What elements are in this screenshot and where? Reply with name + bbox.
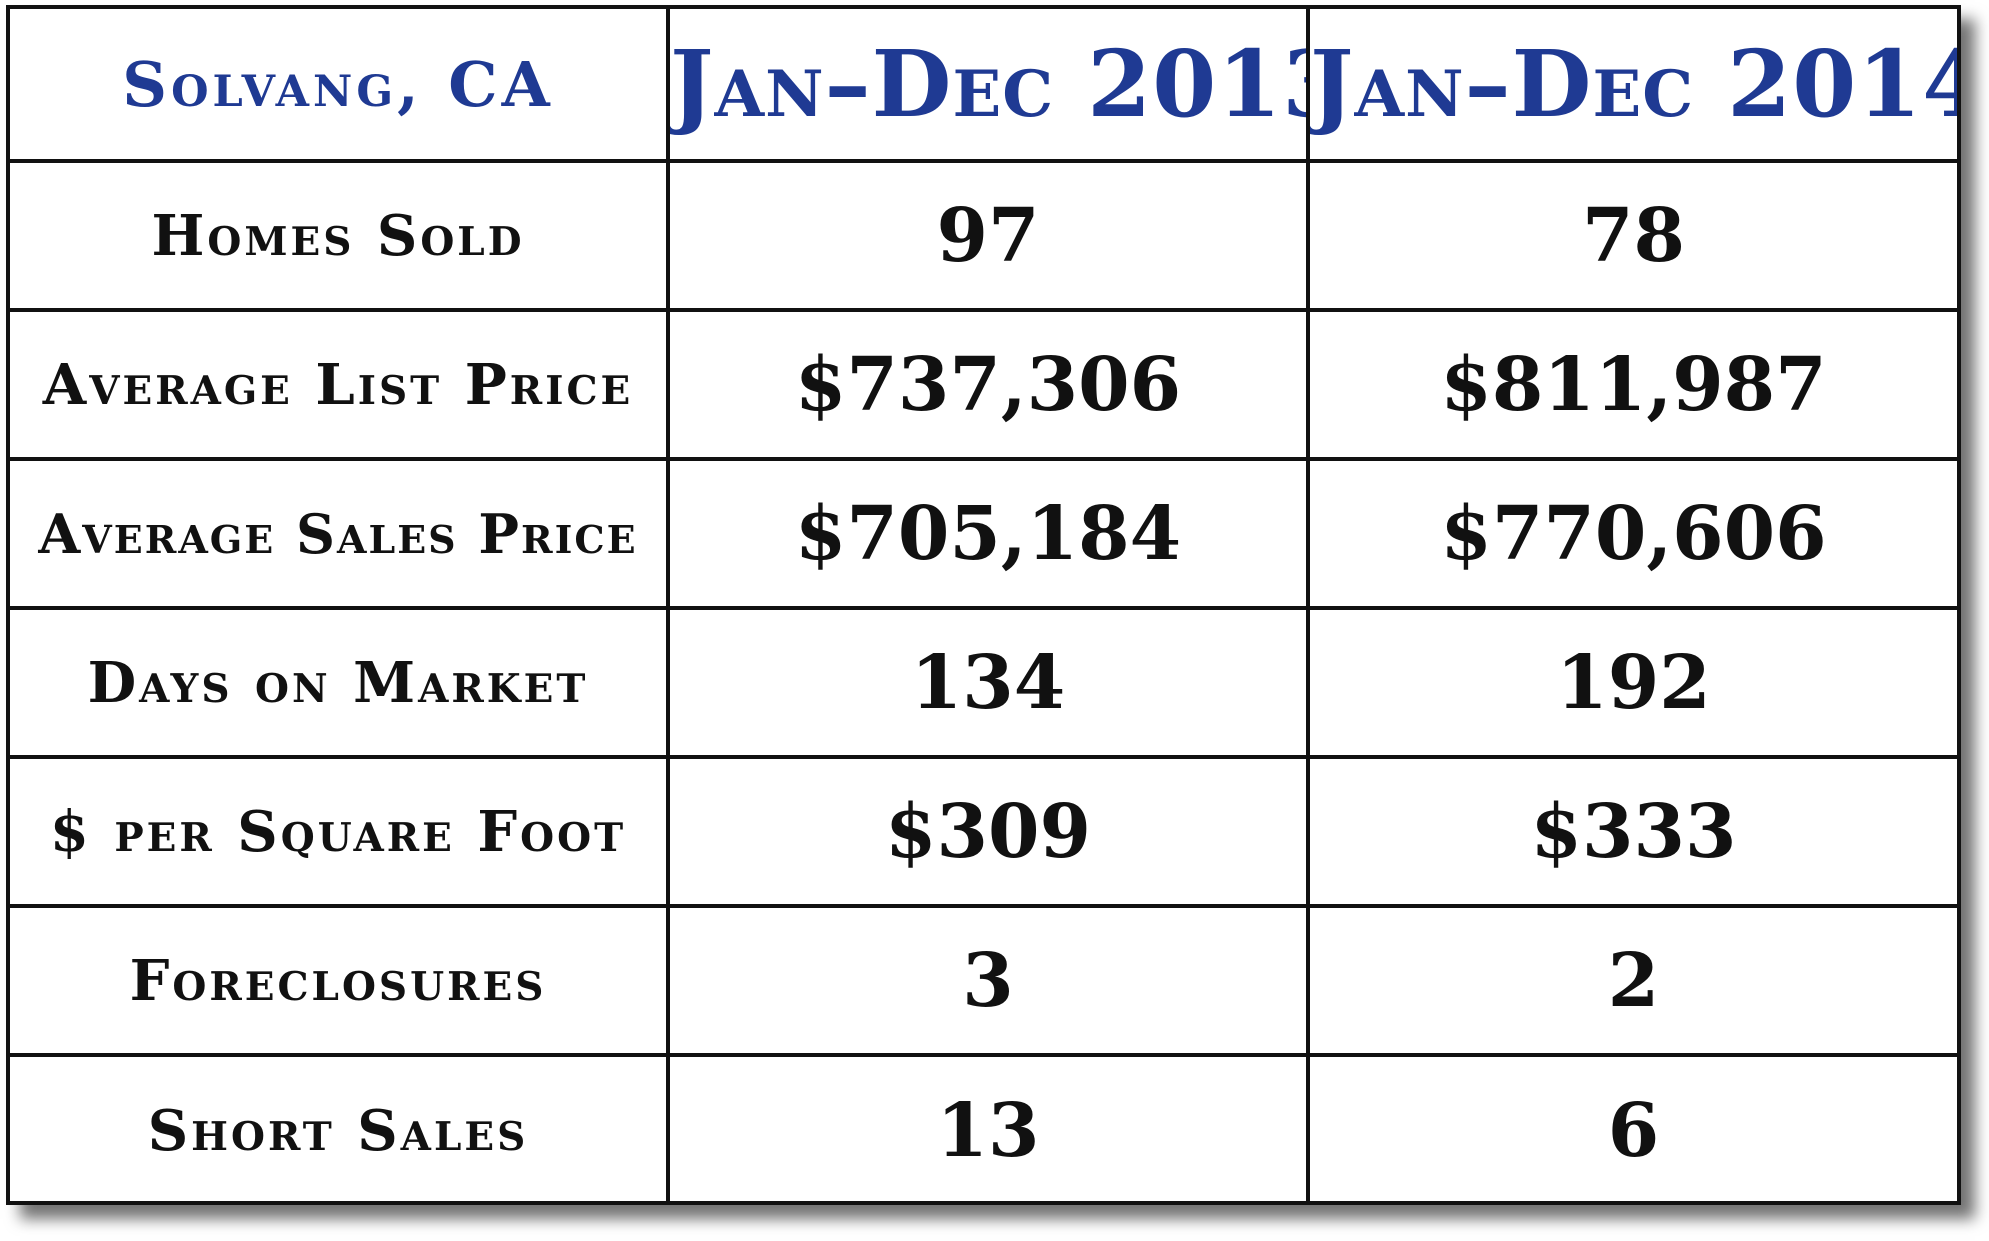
cell-value: $309	[666, 755, 1310, 908]
row-label-foreclosures: Foreclosures	[10, 904, 670, 1057]
cell-value: 6	[1306, 1053, 1957, 1204]
cell-value: 134	[666, 606, 1310, 759]
market-stats-table: Solvang, CA Jan–Dec 2013 Jan–Dec 2014 Ho…	[6, 5, 1961, 1205]
row-label-homes-sold: Homes Sold	[10, 159, 670, 312]
table-row: Average Sales Price $705,184 $770,606	[10, 457, 1957, 610]
row-label-short-sales: Short Sales	[10, 1053, 670, 1204]
cell-value: $333	[1306, 755, 1957, 908]
cell-value: 97	[666, 159, 1310, 312]
row-label-price-per-square-foot: $ per Square Foot	[10, 755, 670, 908]
cell-value: $705,184	[666, 457, 1310, 610]
row-label-average-sales-price: Average Sales Price	[10, 457, 670, 610]
cell-value: 2	[1306, 904, 1957, 1057]
location-header: Solvang, CA	[10, 9, 670, 163]
table-row: Homes Sold 97 78	[10, 159, 1957, 312]
row-label-days-on-market: Days on Market	[10, 606, 670, 759]
column-header-2014: Jan–Dec 2014	[1306, 9, 1957, 163]
table-row: Foreclosures 3 2	[10, 904, 1957, 1057]
cell-value: 3	[666, 904, 1310, 1057]
stats-grid: Solvang, CA Jan–Dec 2013 Jan–Dec 2014 Ho…	[10, 9, 1957, 1204]
cell-value: 13	[666, 1053, 1310, 1204]
column-header-2013: Jan–Dec 2013	[666, 9, 1310, 163]
cell-value: $737,306	[666, 308, 1310, 461]
cell-value: 192	[1306, 606, 1957, 759]
table-row: Short Sales 13 6	[10, 1053, 1957, 1204]
cell-value: 78	[1306, 159, 1957, 312]
cell-value: $770,606	[1306, 457, 1957, 610]
table-row: Average List Price $737,306 $811,987	[10, 308, 1957, 461]
table-row: $ per Square Foot $309 $333	[10, 755, 1957, 908]
cell-value: $811,987	[1306, 308, 1957, 461]
row-label-average-list-price: Average List Price	[10, 308, 670, 461]
header-row: Solvang, CA Jan–Dec 2013 Jan–Dec 2014	[10, 9, 1957, 163]
table-row: Days on Market 134 192	[10, 606, 1957, 759]
